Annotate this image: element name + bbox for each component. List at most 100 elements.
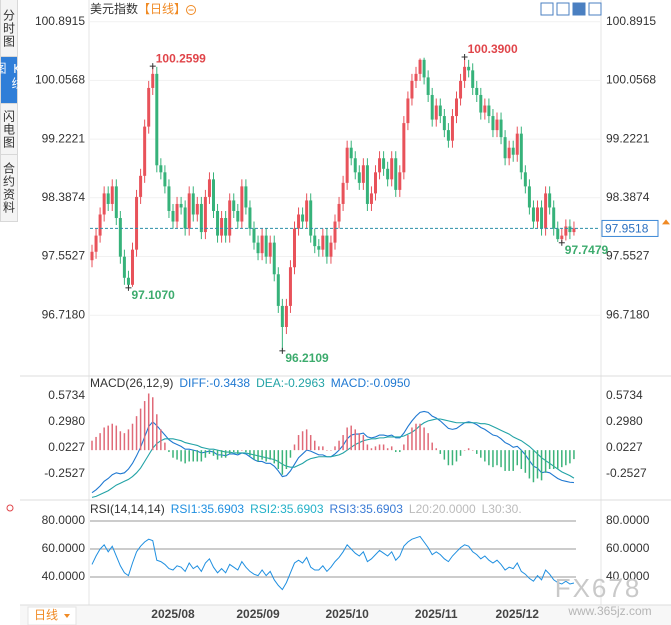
watermark-brand: FX678 bbox=[555, 573, 642, 603]
x-tick-label: 2025/12 bbox=[496, 607, 540, 621]
macd-histogram-bar bbox=[512, 450, 514, 471]
settings-icon[interactable] bbox=[6, 504, 14, 512]
macd-histogram-bar bbox=[301, 431, 304, 451]
candle-body bbox=[390, 158, 394, 180]
macd-histogram-bar bbox=[395, 450, 397, 453]
macd-histogram-bar bbox=[423, 427, 425, 451]
extreme-label: 100.2599 bbox=[156, 51, 206, 65]
period-label[interactable]: 【日线】 bbox=[138, 2, 186, 16]
tool-icon[interactable] bbox=[588, 2, 602, 16]
legend-entry: RSI1:35.6903 bbox=[171, 502, 245, 516]
candle-body bbox=[475, 87, 479, 95]
candle-body bbox=[151, 73, 155, 88]
sidebar-tab[interactable]: 合约资料 bbox=[0, 155, 18, 222]
macd-histogram-bar bbox=[314, 440, 316, 451]
x-axis-strip bbox=[20, 605, 671, 625]
y-tick-label-left: -0.2527 bbox=[44, 466, 85, 480]
candle-body bbox=[455, 98, 458, 117]
macd-histogram-bar bbox=[285, 450, 288, 470]
candle-body bbox=[369, 193, 373, 204]
candle-body bbox=[491, 116, 495, 131]
macd-histogram-bar bbox=[350, 425, 352, 451]
candle-body bbox=[171, 210, 175, 222]
macd-histogram-bar bbox=[233, 450, 235, 453]
candle-body bbox=[163, 172, 167, 187]
macd-histogram-bar bbox=[334, 446, 336, 451]
macd-histogram-bar bbox=[370, 448, 373, 451]
macd-histogram-bar bbox=[318, 446, 320, 451]
macd-histogram-bar bbox=[147, 393, 150, 451]
y-tick-label-left: 100.8915 bbox=[35, 14, 85, 28]
sidebar-tab[interactable]: 闪电图 bbox=[0, 104, 18, 155]
macd-histogram-bar bbox=[516, 450, 518, 466]
macd-histogram-bar bbox=[192, 450, 194, 462]
y-tick-label-right: 80.0000 bbox=[606, 513, 650, 527]
period-tab[interactable] bbox=[27, 606, 77, 625]
macd-histogram-bar bbox=[245, 450, 247, 453]
candle-body bbox=[284, 305, 288, 327]
candle-body bbox=[191, 193, 195, 215]
macd-histogram-bar bbox=[216, 450, 219, 460]
sidebar-tab[interactable]: K线图 bbox=[0, 57, 24, 104]
macd-histogram-bar bbox=[253, 450, 255, 460]
macd-histogram-bar bbox=[488, 450, 490, 466]
y-tick-label-right: 96.7180 bbox=[606, 307, 650, 321]
macd-histogram-bar bbox=[390, 446, 393, 451]
candle-body bbox=[248, 207, 252, 229]
instrument-title: 美元指数 bbox=[90, 1, 138, 16]
macd-histogram-bar bbox=[443, 450, 446, 460]
candle-body bbox=[560, 235, 564, 240]
tool-icon[interactable] bbox=[572, 2, 586, 16]
candle-body bbox=[325, 235, 329, 257]
y-tick-label-left: 80.0000 bbox=[42, 513, 86, 527]
macd-histogram-bar bbox=[524, 450, 527, 473]
macd-histogram-bar bbox=[463, 450, 466, 451]
candle-body bbox=[430, 94, 434, 120]
tool-icon[interactable] bbox=[540, 2, 554, 16]
candle-body bbox=[568, 226, 572, 233]
macd-histogram-bar bbox=[496, 450, 498, 466]
period-tab-label[interactable]: 日线 bbox=[34, 608, 58, 622]
y-tick-label-right: 0.5734 bbox=[606, 388, 643, 402]
candle-body bbox=[483, 105, 487, 113]
candle-body bbox=[357, 172, 361, 183]
candle-body bbox=[422, 59, 426, 78]
panel-title: MACD(26,12,9) bbox=[90, 376, 173, 390]
candle-body bbox=[523, 172, 527, 187]
collapse-icon[interactable] bbox=[186, 5, 196, 15]
macd-histogram-bar bbox=[411, 427, 413, 451]
candle-body bbox=[329, 242, 333, 257]
candle-body bbox=[288, 267, 292, 306]
macd-histogram-bar bbox=[569, 450, 571, 464]
candle-body bbox=[333, 221, 337, 243]
macd-histogram-bar bbox=[297, 435, 300, 451]
candle-body bbox=[272, 242, 276, 275]
candle-body bbox=[406, 98, 410, 124]
macd-histogram-bar bbox=[152, 397, 154, 451]
macd-histogram-bar bbox=[455, 450, 458, 462]
candle-body bbox=[471, 70, 475, 88]
candle-body bbox=[337, 203, 341, 222]
macd-histogram-bar bbox=[91, 440, 93, 451]
candle-body bbox=[564, 226, 568, 236]
candle-body bbox=[167, 186, 171, 211]
candle-body bbox=[147, 87, 151, 127]
macd-histogram-bar bbox=[362, 435, 365, 451]
candle-body bbox=[110, 186, 114, 204]
candle-body bbox=[220, 218, 224, 236]
candle-body bbox=[195, 203, 199, 215]
candle-body bbox=[305, 200, 309, 222]
extreme-label: 96.2109 bbox=[285, 351, 329, 365]
macd-histogram-bar bbox=[399, 450, 401, 453]
rsi-line bbox=[91, 535, 575, 591]
macd-histogram-bar bbox=[164, 442, 166, 451]
candle-body bbox=[353, 158, 357, 173]
macd-histogram-bar bbox=[95, 436, 97, 451]
candle-body bbox=[467, 66, 471, 71]
candle-body bbox=[216, 210, 220, 236]
macd-histogram-bar bbox=[557, 450, 559, 470]
sidebar-tab[interactable]: 分时图 bbox=[0, 0, 18, 57]
candle-body bbox=[398, 172, 402, 190]
tool-icon[interactable] bbox=[556, 2, 570, 16]
candle-body bbox=[212, 179, 215, 211]
